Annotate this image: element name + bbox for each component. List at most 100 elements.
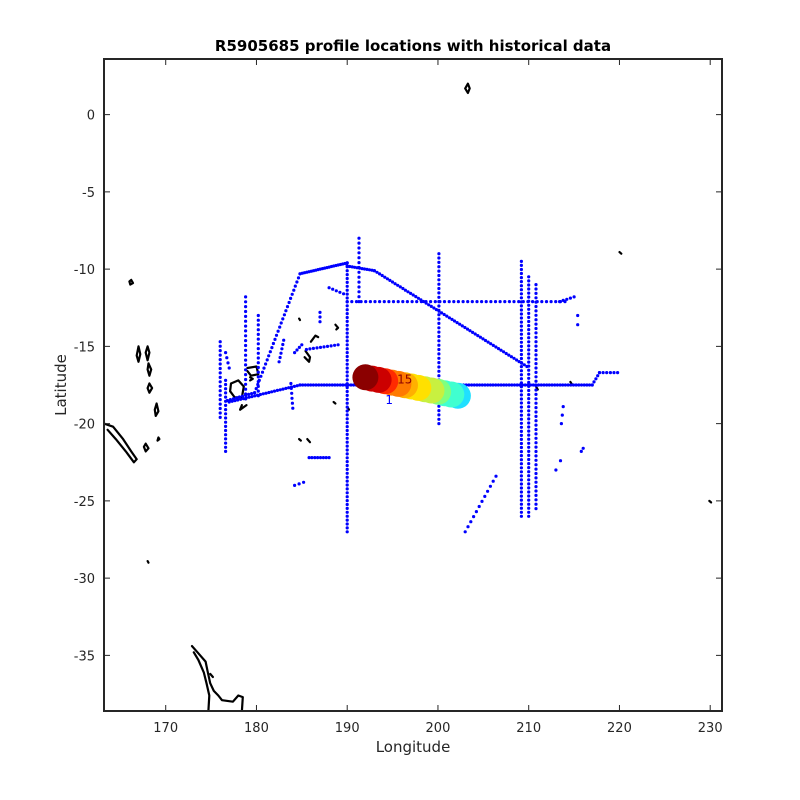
historical-point — [527, 510, 531, 514]
historical-point — [396, 283, 400, 287]
historical-point — [256, 370, 260, 374]
historical-point — [433, 300, 437, 304]
historical-point — [519, 405, 524, 409]
historical-point — [519, 450, 524, 454]
historical-point — [388, 278, 392, 282]
historical-point — [507, 300, 511, 304]
historical-point — [519, 344, 524, 348]
historical-point — [253, 394, 257, 398]
historical-point — [527, 405, 531, 409]
historical-point — [519, 308, 524, 312]
historical-point — [390, 280, 395, 284]
profile-label-first: 1 — [385, 393, 393, 407]
historical-point — [345, 335, 349, 339]
historical-point — [519, 263, 524, 267]
profile-point — [352, 364, 379, 391]
historical-point — [218, 398, 222, 402]
historical-point — [519, 466, 524, 470]
historical-point — [244, 363, 248, 367]
historical-point — [480, 383, 484, 387]
historical-point — [527, 409, 531, 413]
historical-point — [558, 383, 562, 387]
historical-point — [345, 292, 349, 296]
historical-point — [244, 343, 248, 348]
historical-point — [437, 291, 441, 295]
historical-point — [572, 295, 576, 299]
historical-point — [519, 336, 524, 340]
historical-point — [437, 413, 441, 417]
historical-point — [345, 358, 349, 362]
historical-point — [527, 336, 531, 340]
historical-point — [519, 417, 524, 421]
historical-point — [527, 466, 531, 470]
historical-point — [357, 275, 361, 279]
historical-point — [300, 343, 304, 347]
historical-point — [224, 437, 228, 441]
y-axis-label: Latitude — [52, 354, 70, 416]
historical-point — [247, 395, 251, 399]
historical-point — [527, 462, 531, 466]
historical-point — [336, 343, 340, 347]
historical-point — [345, 323, 349, 327]
historical-point — [345, 397, 349, 401]
historical-point — [284, 386, 288, 390]
historical-point — [527, 393, 531, 397]
historical-point — [325, 383, 329, 387]
historical-point — [345, 343, 349, 347]
historical-point — [345, 526, 349, 530]
historical-point — [218, 393, 222, 397]
historical-point — [534, 467, 538, 471]
historical-point — [264, 391, 268, 395]
historical-point — [387, 300, 391, 304]
historical-point — [437, 286, 441, 291]
historical-point — [261, 392, 265, 396]
historical-point — [318, 315, 322, 319]
historical-point — [519, 413, 524, 417]
coastline-25 — [708, 499, 713, 504]
historical-point — [527, 303, 531, 307]
historical-point — [401, 300, 405, 304]
historical-point — [612, 371, 616, 375]
historical-point — [561, 298, 565, 302]
historical-point — [295, 280, 299, 284]
historical-point — [534, 419, 538, 423]
historical-point — [519, 280, 524, 284]
profile-labels-layer: 15 1 — [385, 372, 412, 407]
coastline-17 — [298, 438, 302, 442]
historical-point — [494, 345, 498, 349]
historical-point — [224, 433, 228, 437]
historical-point — [244, 329, 248, 333]
historical-point — [357, 285, 361, 289]
historical-point — [527, 433, 531, 437]
coastline-21 — [464, 82, 471, 95]
historical-point — [519, 397, 524, 401]
historical-point — [534, 489, 538, 493]
historical-point — [475, 300, 479, 304]
historical-point — [483, 383, 487, 387]
historical-point — [486, 383, 490, 387]
historical-point — [527, 372, 531, 376]
historical-point — [306, 383, 310, 387]
historical-point — [270, 346, 274, 350]
historical-point — [517, 300, 521, 304]
historical-point — [345, 362, 349, 366]
historical-point — [313, 456, 317, 460]
historical-point — [409, 291, 413, 295]
historical-point — [534, 322, 538, 326]
historical-point — [534, 335, 538, 339]
historical-point — [534, 388, 538, 392]
historical-point — [442, 312, 446, 317]
historical-point — [244, 324, 248, 328]
historical-point — [554, 300, 558, 304]
historical-point — [527, 486, 531, 490]
historical-point — [519, 365, 524, 369]
historical-point — [473, 332, 477, 336]
historical-point — [519, 490, 524, 494]
historical-point — [308, 347, 312, 351]
y-tick-label: -30 — [74, 572, 95, 587]
historical-point — [345, 421, 349, 425]
historical-point — [218, 411, 222, 415]
historical-point — [437, 339, 441, 343]
historical-point — [534, 348, 538, 353]
historical-point — [527, 299, 531, 303]
